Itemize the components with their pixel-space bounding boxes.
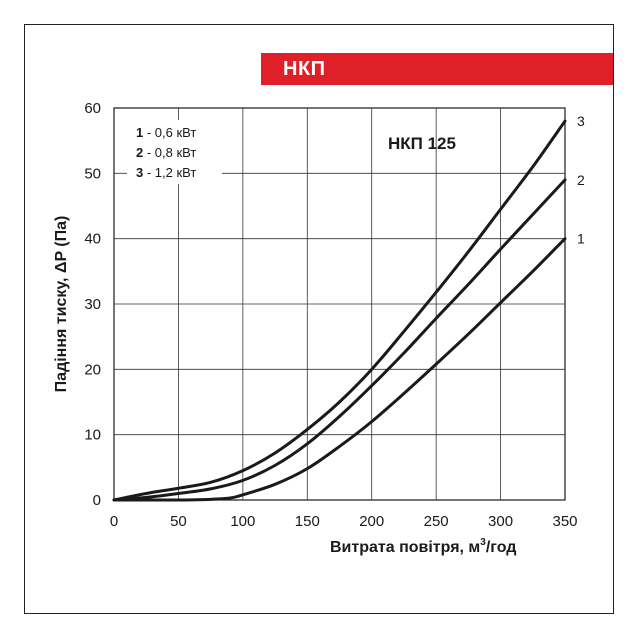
axis-ticks: 0 50 100 150 200 250 300 350 0 10 20 30 40 50 60 — [84, 100, 577, 530]
legend-background — [127, 120, 222, 184]
x-tick-label: 0 — [110, 513, 118, 530]
x-axis-title: Витрата повітря, м3/год — [330, 537, 516, 556]
y-axis-title: Падіння тиску, ΔP (Па) — [53, 216, 70, 393]
y-tick-label: 10 — [84, 427, 101, 444]
y-tick-label: 50 — [84, 165, 101, 182]
legend-entry-number: 1 — [136, 125, 143, 140]
chart-grid — [113, 107, 566, 501]
chart-title: НКП 125 — [388, 134, 456, 153]
x-tick-label: 250 — [424, 513, 449, 530]
legend-entry-text: - 1,2 кВт — [143, 165, 196, 180]
y-tick-label: 60 — [84, 100, 101, 117]
legend-entry: 3 - 1,2 кВт — [136, 165, 196, 180]
x-tick-label: 50 — [170, 513, 187, 530]
y-tick-label: 40 — [84, 231, 101, 248]
y-tick-label: 20 — [84, 361, 101, 378]
x-tick-label: 350 — [552, 513, 577, 530]
x-tick-label: 300 — [488, 513, 513, 530]
x-axis-title-superscript: 3 — [480, 537, 486, 548]
y-tick-label: 0 — [93, 492, 101, 509]
y-tick-label: 30 — [84, 296, 101, 313]
series-line-1 — [112, 237, 567, 502]
series-end-label-1: 1 — [577, 231, 585, 247]
chart-frame — [24, 24, 614, 614]
legend-entry-text: - 0,8 кВт — [143, 145, 196, 160]
x-tick-label: 100 — [230, 513, 255, 530]
legend-entry-number: 3 — [136, 165, 143, 180]
series-end-label-2: 2 — [577, 172, 585, 188]
chart-series: 1 2 3 — [112, 113, 585, 502]
legend-entry: 1 - 0,6 кВт — [136, 125, 196, 140]
legend-entry: 2 - 0,8 кВт — [136, 145, 196, 160]
header-badge — [261, 53, 613, 85]
series-end-label-3: 3 — [577, 113, 585, 129]
legend-entry-text: - 0,6 кВт — [143, 125, 196, 140]
header-badge-label: НКП — [283, 58, 326, 80]
series-line-3 — [112, 119, 567, 502]
x-axis-title-main: Витрата повітря, м — [330, 539, 480, 556]
series-line-2 — [112, 178, 567, 502]
x-axis-title-suffix: /год — [486, 539, 517, 556]
x-tick-label: 150 — [295, 513, 320, 530]
legend-entry-number: 2 — [136, 145, 143, 160]
x-tick-label: 200 — [359, 513, 384, 530]
